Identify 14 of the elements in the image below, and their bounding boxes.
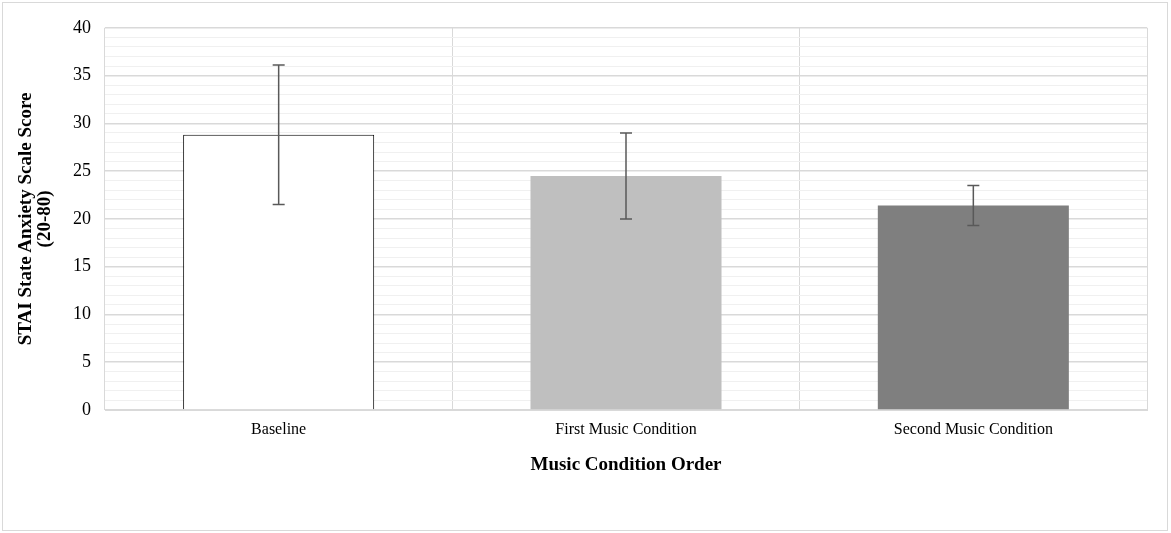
y-tick-label: 35 [73,64,91,85]
y-tick-label: 20 [73,207,91,228]
y-axis-title: STAI State Anxiety Scale Score (20-80) [14,92,56,346]
y-tick-label: 5 [82,350,91,371]
x-tick-label: Second Music Condition [893,419,1053,437]
y-tick-label: 25 [73,159,91,180]
x-tick-label: Baseline [251,419,307,437]
y-tick-label: 15 [73,255,91,276]
x-tick-label: First Music Condition [555,419,697,437]
x-axis-title: Music Condition Order [530,452,723,474]
y-tick-label: 30 [73,112,91,133]
y-tick-label: 40 [73,16,91,37]
y-tick-label: 10 [73,303,91,324]
y-tick-label: 0 [82,398,91,419]
